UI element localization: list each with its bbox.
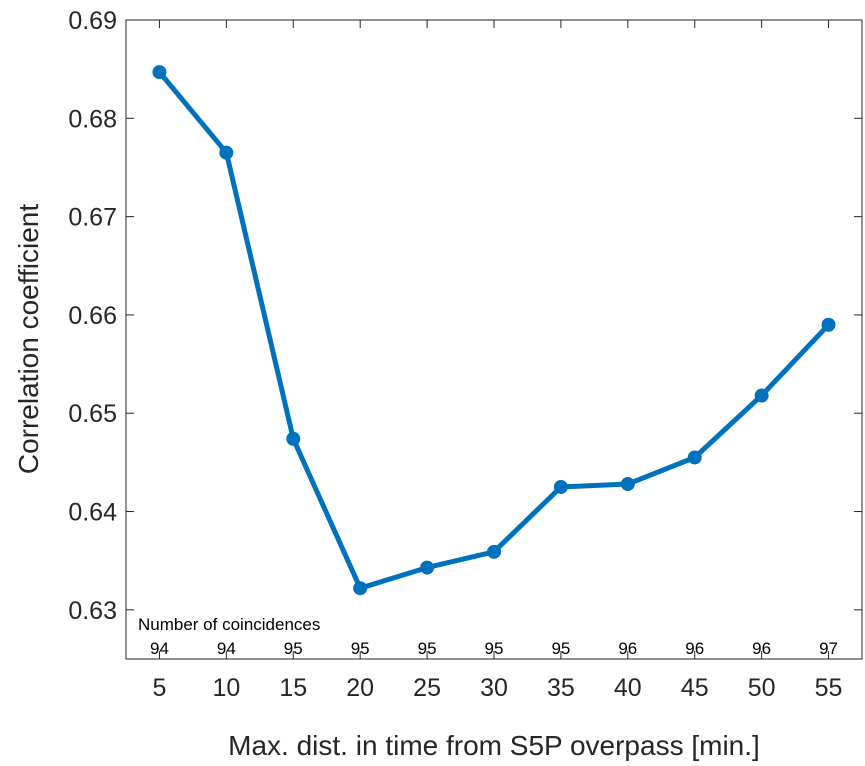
annotation-label: Number of coincidences <box>138 615 320 634</box>
data-point <box>821 317 836 332</box>
x-tick-label: 45 <box>681 674 709 702</box>
y-tick-label: 0.65 <box>68 400 117 428</box>
data-point <box>620 477 635 492</box>
coincidence-count-label: 95 <box>485 639 504 658</box>
coincidence-count-label: 95 <box>351 639 370 658</box>
x-axis-title: Max. dist. in time from S5P overpass [mi… <box>228 730 760 761</box>
y-tick-label: 0.69 <box>68 7 117 35</box>
data-point <box>420 560 435 575</box>
x-tick-label: 25 <box>413 674 441 702</box>
y-tick-label: 0.67 <box>68 204 117 232</box>
coincidence-count-label: 95 <box>284 639 303 658</box>
x-tick-label: 50 <box>748 674 776 702</box>
x-tick-label: 40 <box>614 674 642 702</box>
y-tick-label: 0.64 <box>68 499 117 527</box>
coincidence-count-label: 94 <box>150 639 169 658</box>
coincidence-count-label: 97 <box>819 639 838 658</box>
data-point <box>553 479 568 494</box>
coincidence-count-label: 95 <box>418 639 437 658</box>
y-tick-label: 0.63 <box>68 597 117 625</box>
coincidence-count-label: 95 <box>551 639 570 658</box>
x-tick-label: 5 <box>153 674 167 702</box>
x-tick-label: 15 <box>279 674 307 702</box>
data-point <box>487 544 501 559</box>
coincidence-count-label: 96 <box>752 639 771 658</box>
coincidence-count-label: 96 <box>685 639 704 658</box>
data-point <box>219 145 234 160</box>
series-line <box>152 65 836 596</box>
x-axis-ticks: 5 10 15 20 25 30 35 40 45 50 55 <box>153 20 843 702</box>
data-point <box>687 450 702 465</box>
coincidence-count-label: 96 <box>618 639 637 658</box>
x-tick-label: 35 <box>547 674 575 702</box>
x-tick-label: 55 <box>815 674 843 702</box>
data-point <box>286 431 301 446</box>
data-point <box>152 65 167 80</box>
plot-area <box>125 19 863 660</box>
x-tick-label: 20 <box>346 674 374 702</box>
coincidence-count-label: 94 <box>217 639 236 658</box>
coincidence-counts: 94 94 95 95 95 95 95 96 96 96 97 <box>150 639 838 658</box>
y-axis-title: Correlation coefficient <box>13 204 44 475</box>
y-axis-ticks: 0.63 0.64 0.65 0.66 0.67 0.68 0.69 <box>68 7 862 625</box>
x-tick-label: 10 <box>212 674 240 702</box>
data-point <box>353 581 368 596</box>
y-tick-label: 0.68 <box>68 105 117 133</box>
y-tick-label: 0.66 <box>68 302 117 330</box>
data-point <box>754 388 769 403</box>
x-tick-label: 30 <box>480 674 508 702</box>
